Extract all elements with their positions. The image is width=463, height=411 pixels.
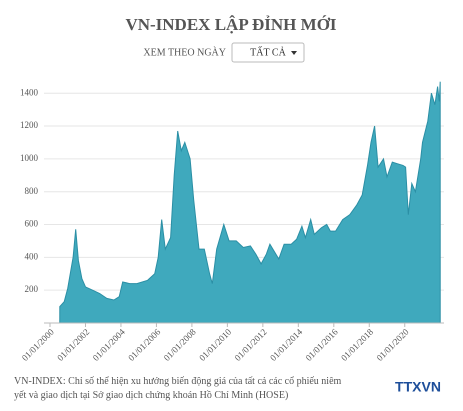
dropdown-arrow[interactable]: [291, 51, 297, 55]
filter-select[interactable]: [231, 42, 305, 63]
area: [59, 81, 441, 324]
y-tick-label: 800: [25, 186, 39, 196]
x-tick-label: 01/01/2010: [197, 326, 233, 362]
filter-value[interactable]: TẤT CẢ: [250, 45, 286, 58]
footnote: VN-INDEX: Chỉ số thể hiện xu hướng biến …: [14, 376, 342, 401]
x-tick-label: 01/01/2014: [268, 326, 304, 362]
x-tick-label: 01/01/2000: [20, 326, 56, 362]
y-tick-label: 1200: [20, 120, 39, 130]
x-tick-label: 01/01/2020: [375, 326, 411, 362]
x-tick-label: 01/01/2016: [304, 326, 340, 362]
y-tick-label: 400: [25, 251, 39, 261]
y-tick-label: 200: [25, 284, 39, 294]
y-tick-label: 1400: [20, 87, 39, 97]
x-tick-label: 01/01/2018: [339, 326, 375, 362]
x-tick-label: 01/01/2004: [91, 326, 127, 362]
x-tick-label: 01/01/2008: [162, 326, 198, 362]
y-tick-label: 1000: [20, 153, 39, 163]
x-tick-label: 01/01/2012: [233, 327, 269, 363]
x-tick-label: 01/01/2006: [126, 326, 162, 362]
chart-title: VN-INDEX LẬP ĐỈNH MỚI: [125, 15, 336, 34]
x-tick-label: 01/01/2002: [55, 327, 91, 363]
logo: TTXVN: [395, 379, 441, 395]
filter-label: XEM THEO NGÀY: [143, 46, 226, 58]
y-tick-label: 600: [25, 219, 39, 229]
